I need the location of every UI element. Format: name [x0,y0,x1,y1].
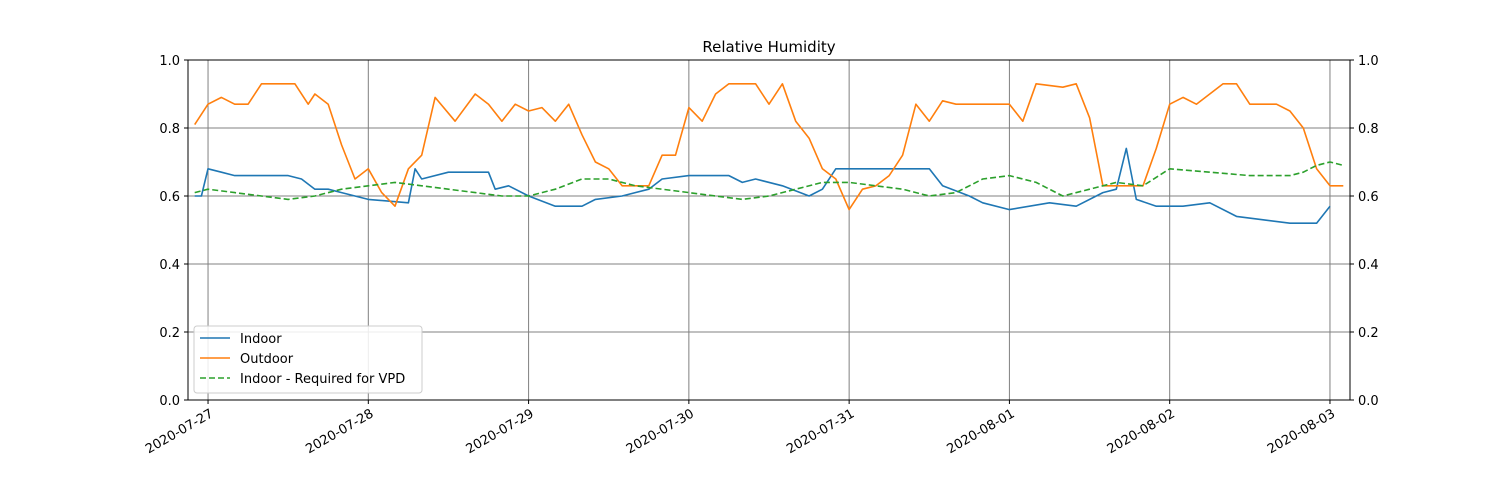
legend-label: Indoor - Required for VPD [240,372,405,387]
x-tick-label: 2020-07-31 [784,406,857,457]
y-tick-label-left: 0.4 [159,258,180,273]
series-line-3 [194,161,1344,201]
x-tick-label: 2020-07-30 [624,406,697,457]
chart-title: Relative Humidity [702,38,835,56]
legend: Indoor Outdoor Indoor - Required for VPD [193,325,423,394]
plot-frame [187,59,1351,401]
y-tick-label-right: 0.8 [1358,122,1379,137]
legend-label: Outdoor [240,352,294,367]
y-tick-label-right: 0.0 [1358,394,1379,409]
y-tick-label-right: 0.2 [1358,326,1379,341]
x-tick-label: 2020-08-01 [944,406,1017,457]
y-tick-label-left: 0.8 [159,122,180,137]
y-tick-label-left: 0.6 [159,190,180,205]
legend-box [193,325,423,394]
x-tick-label: 2020-07-29 [464,406,537,457]
x-tick-label: 2020-07-28 [303,406,376,457]
x-tick-label: 2020-08-03 [1265,406,1338,457]
x-tick-label: 2020-08-02 [1105,406,1178,457]
series-line-1 [194,147,1331,224]
series-lines [194,83,1344,224]
y-tick-label-right: 0.6 [1358,190,1379,205]
y-tick-label-left: 0.0 [159,394,180,409]
x-tick-label: 2020-07-27 [143,406,216,457]
y-tick-label-right: 1.0 [1358,54,1379,69]
series-line-2 [194,83,1344,211]
axes: 0.0 0.0 0.2 0.2 0.4 0.4 0.6 0.6 0.8 0.8 1.0 1.0 2020… [143,54,1379,457]
y-tick-label-left: 1.0 [159,54,180,69]
y-tick-label-left: 0.2 [159,326,180,341]
legend-label: Indoor [240,332,282,347]
y-tick-label-right: 0.4 [1358,258,1379,273]
